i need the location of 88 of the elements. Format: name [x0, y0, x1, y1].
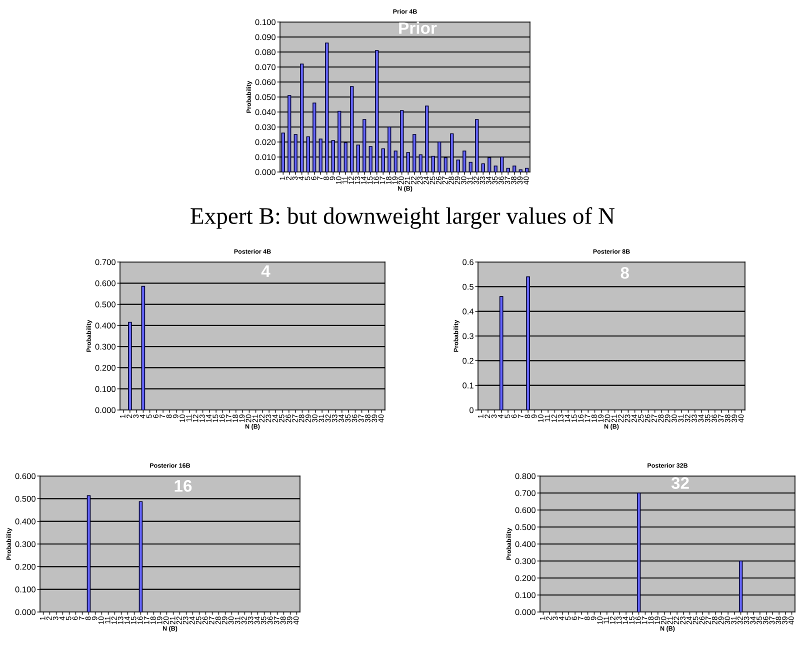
- y-tick-label: 0.3: [462, 333, 474, 340]
- y-tick-label: 0.4: [462, 308, 474, 314]
- bar: [525, 168, 529, 172]
- y-tick-label: 0.100: [515, 592, 536, 598]
- y-tick-label: 0.800: [515, 473, 536, 480]
- bar: [350, 86, 354, 172]
- bar: [444, 157, 448, 172]
- y-tick-label: 0.010: [255, 154, 276, 160]
- y-tick-label: 0.030: [255, 124, 276, 130]
- y-tick-label: 0.050: [255, 94, 276, 100]
- annotation: Prior: [399, 22, 437, 34]
- bar: [512, 166, 516, 172]
- bar: [468, 162, 472, 172]
- y-tick-label: 0.080: [255, 49, 276, 56]
- y-tick-label: 0.600: [15, 473, 36, 480]
- y-tick-label: 0.5: [462, 284, 474, 290]
- y-tick-label: 0.000: [515, 609, 536, 616]
- bar: [412, 134, 416, 172]
- y-tick-label: 0.300: [515, 558, 536, 564]
- annotation: 32: [671, 477, 689, 489]
- y-tick-label: 0.070: [255, 64, 276, 70]
- bar: [312, 102, 316, 172]
- y-tick-label: 0.020: [255, 139, 276, 146]
- bar: [518, 169, 522, 172]
- bar: [431, 156, 435, 172]
- y-tick-label: 0.000: [95, 407, 116, 414]
- y-tick-label: 0.060: [255, 79, 276, 86]
- bar: [288, 95, 292, 172]
- bar: [506, 168, 510, 172]
- bar: [462, 150, 466, 172]
- y-tick-label: 0.2: [462, 358, 474, 364]
- bar: [362, 119, 366, 172]
- bar: [456, 160, 460, 172]
- bar: [418, 154, 422, 172]
- y-tick-label: 0.100: [15, 586, 36, 592]
- y-tick-label: 0.200: [95, 364, 116, 371]
- bar: [381, 148, 385, 172]
- annotation: 8: [620, 267, 629, 279]
- bar: [488, 157, 492, 172]
- bar: [368, 146, 372, 172]
- y-tick-label: 0.700: [515, 490, 536, 496]
- bar: [438, 142, 442, 172]
- bar: [356, 144, 360, 172]
- y-tick-label: 0: [470, 407, 474, 414]
- bar: [300, 64, 304, 172]
- y-tick-label: 0.500: [515, 524, 536, 530]
- annotation: 16: [174, 480, 192, 492]
- bar: [388, 126, 392, 172]
- y-tick-label: 0.100: [95, 386, 116, 392]
- annotation: 4: [261, 265, 270, 277]
- bar: [400, 110, 404, 172]
- bar: [481, 163, 485, 172]
- y-tick-label: 0.500: [95, 301, 116, 308]
- bar: [318, 138, 322, 172]
- y-tick-label: 0.700: [95, 259, 116, 266]
- bar: [281, 132, 285, 172]
- bar: [294, 134, 298, 172]
- y-tick-label: 0.000: [15, 609, 36, 616]
- y-tick-label: 0.090: [255, 34, 276, 40]
- y-tick-label: 0.200: [515, 575, 536, 582]
- bar: [306, 136, 310, 172]
- bar: [425, 106, 429, 172]
- y-tick-label: 0.600: [515, 507, 536, 514]
- y-tick-label: 0.100: [255, 19, 276, 26]
- text: Expert B: but downweight larger values of N: [190, 207, 615, 229]
- bar: [394, 150, 398, 172]
- y-tick-label: 0.600: [95, 280, 116, 286]
- bar: [331, 140, 335, 172]
- bar: [450, 133, 454, 172]
- y-tick-label: 0.200: [15, 564, 36, 570]
- y-tick-label: 0.000: [255, 169, 276, 176]
- y-tick-label: 0.400: [15, 518, 36, 524]
- bar: [338, 110, 342, 172]
- bar: [344, 142, 348, 172]
- y-tick-label: 0.400: [95, 322, 116, 329]
- bar: [500, 156, 504, 172]
- y-tick-label: 0.400: [515, 541, 536, 548]
- y-tick-label: 0.300: [15, 541, 36, 548]
- y-tick-label: 0.6: [462, 259, 474, 266]
- y-tick-label: 0.500: [15, 496, 36, 502]
- bar: [325, 42, 329, 172]
- y-tick-label: 0.1: [462, 382, 474, 388]
- bar: [375, 50, 379, 172]
- bar: [475, 119, 479, 172]
- y-tick-label: 0.040: [255, 109, 276, 116]
- y-tick-label: 0.300: [95, 344, 116, 350]
- bar: [494, 166, 498, 172]
- bar: [406, 152, 410, 172]
